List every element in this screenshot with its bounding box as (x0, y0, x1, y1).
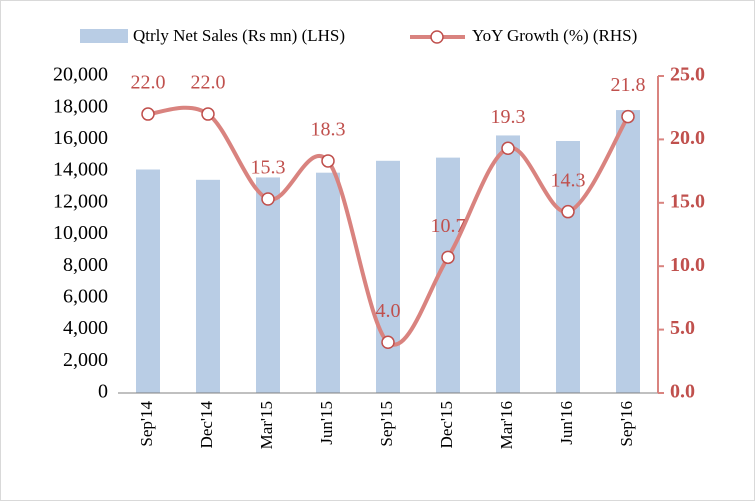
y2-tick-label: 10.0 (670, 254, 705, 276)
bar (556, 140, 580, 393)
data-label: 21.8 (611, 74, 646, 96)
x-tick-label: Sep'16 (617, 401, 636, 447)
legend-marker (430, 30, 444, 44)
y2-tick-label: 25.0 (670, 64, 705, 86)
y-tick-label: 14,000 (53, 159, 108, 181)
data-label: 10.7 (431, 215, 466, 237)
marker (141, 107, 155, 121)
marker (441, 250, 455, 265)
data-label: 22.0 (191, 72, 226, 94)
bar (616, 110, 640, 393)
data-label: 22.0 (131, 72, 166, 94)
y-tick-label: 16,000 (53, 127, 108, 149)
data-label: 15.3 (251, 157, 286, 179)
x-tick-label: Sep'14 (137, 401, 156, 447)
bar (136, 169, 160, 393)
y-tick-label: 12,000 (53, 190, 108, 212)
y-tick-label: 6,000 (63, 285, 108, 307)
bar (496, 135, 520, 393)
y-tick-label: 18,000 (53, 95, 108, 117)
legend-swatch (80, 29, 128, 43)
y2-tick-label: 5.0 (670, 317, 695, 339)
marker (321, 154, 335, 168)
y-tick-label: 10,000 (53, 222, 108, 244)
legend-label: YoY Growth (%) (RHS) (472, 26, 637, 45)
x-tick-label: Dec'14 (197, 401, 216, 449)
y2-tick-label: 0.0 (670, 381, 695, 403)
y-tick-label: 8,000 (63, 254, 108, 276)
x-tick-label: Mar'16 (497, 401, 516, 449)
bar (256, 177, 280, 393)
marker (201, 107, 215, 121)
marker (501, 141, 515, 156)
data-label: 14.3 (551, 169, 586, 191)
data-label: 4.0 (376, 300, 401, 322)
legend-label: Qtrly Net Sales (Rs mn) (LHS) (133, 26, 345, 45)
bar (316, 172, 340, 393)
x-tick-label: Sep'15 (377, 401, 396, 447)
y-tick-label: 2,000 (63, 349, 108, 371)
y2-tick-label: 20.0 (670, 127, 705, 149)
x-tick-label: Mar'15 (257, 401, 276, 449)
marker (381, 335, 395, 350)
data-label: 19.3 (491, 106, 526, 128)
y-tick-label: 4,000 (63, 317, 108, 339)
y-tick-label: 20,000 (53, 64, 108, 86)
marker (261, 192, 275, 206)
data-label: 18.3 (311, 119, 346, 141)
marker (561, 204, 575, 219)
y-tick-label: 0 (98, 381, 108, 403)
marker (621, 109, 635, 124)
bar (196, 179, 220, 393)
x-tick-label: Jun'15 (317, 401, 336, 445)
bar (376, 160, 400, 393)
x-tick-label: Jun'16 (557, 401, 576, 445)
y2-tick-label: 15.0 (670, 190, 705, 212)
x-tick-label: Dec'15 (437, 401, 456, 448)
